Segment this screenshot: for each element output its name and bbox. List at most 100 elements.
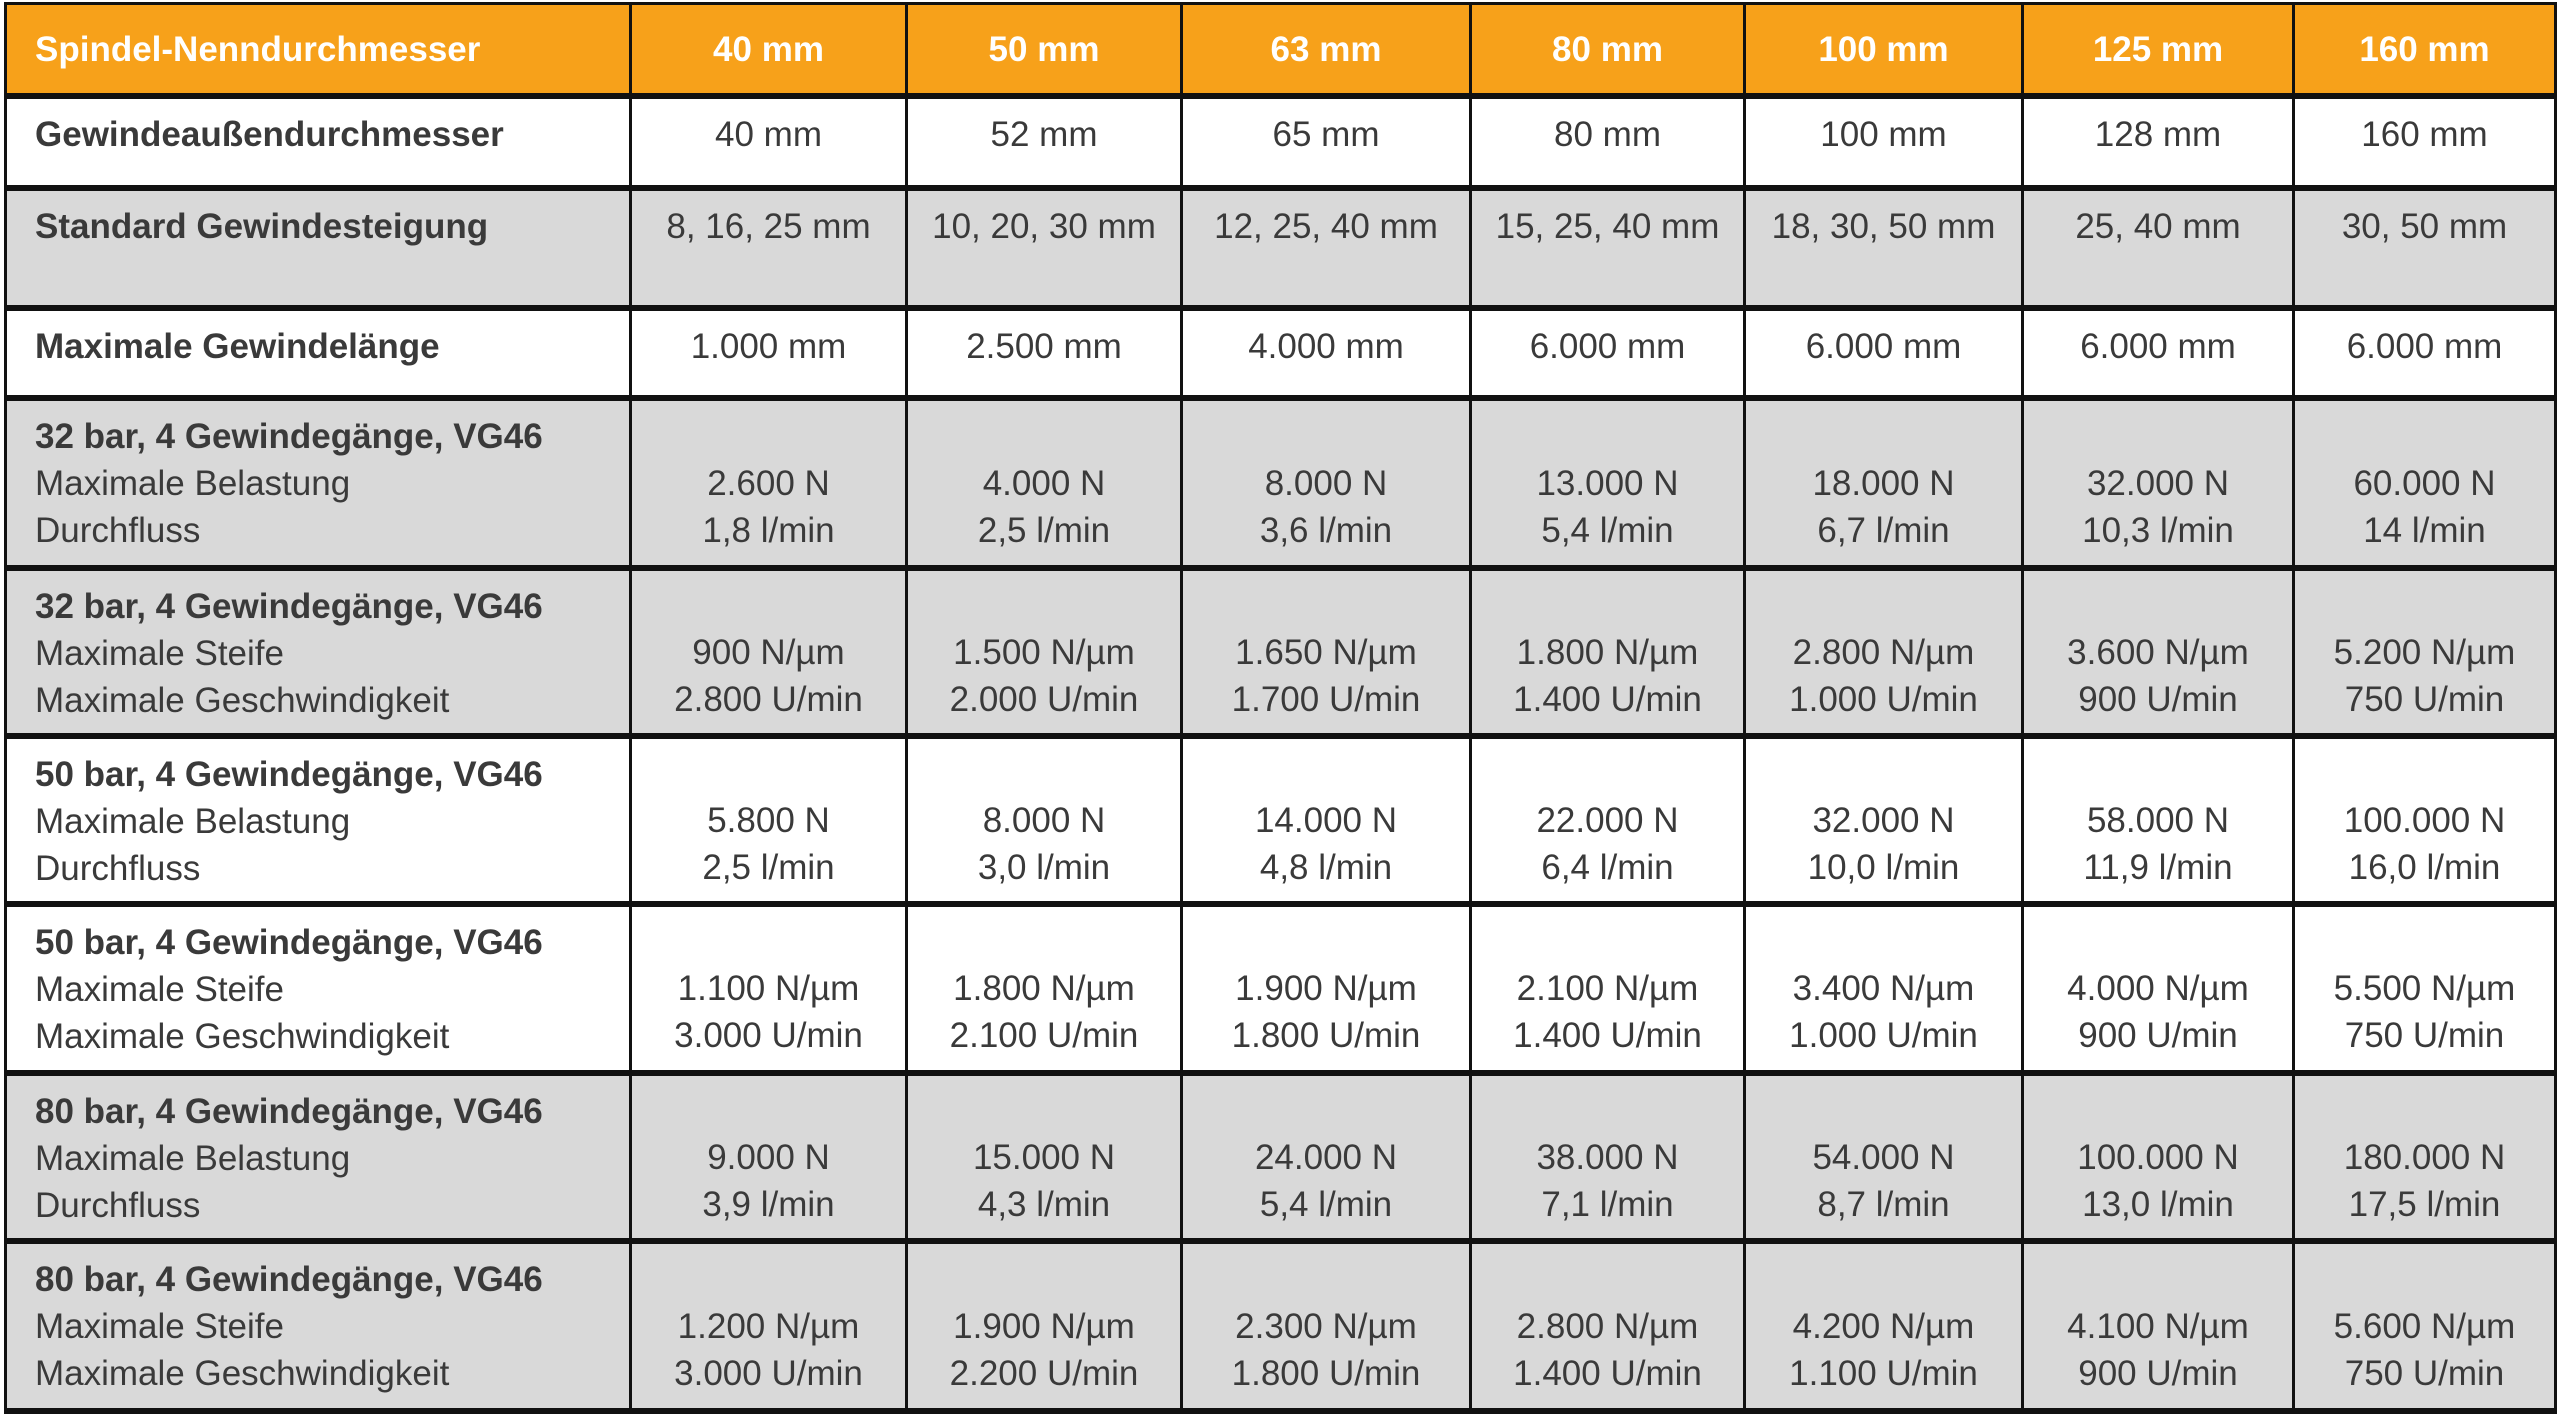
row-label: 80 bar, 4 Gewindegänge, VG46 Maximale Ste…: [4, 1239, 632, 1413]
value-cell: 100.000 N 16,0 l/min: [2292, 734, 2557, 906]
value-line: 2,5 l/min: [702, 847, 835, 887]
value-cell: 10, 20, 30 mm: [905, 186, 1183, 310]
row-title: Standard Gewindesteigung: [35, 207, 489, 246]
value-line: 2.000 U/min: [949, 679, 1139, 719]
value-cell: 1.650 N/µm 1.700 U/min: [1180, 566, 1472, 738]
value-line: 1.000 U/min: [1789, 1016, 1978, 1055]
spindle-spec-table: Spindel-Nenndurchmesser 40 mm 50 mm 63 mm 80…: [4, 2, 2557, 1414]
value-cell: 2.800 N/µm 1.400 U/min: [1469, 1239, 1746, 1413]
value-line: 60.000 N: [2353, 463, 2496, 503]
value-line: 2.600 N: [707, 463, 830, 503]
value-cell: 18.000 N 6,7 l/min: [1743, 396, 2024, 570]
row-label: Standard Gewindesteigung: [4, 186, 632, 310]
value-line: 4.000 mm: [1248, 327, 1404, 366]
value-cell: 1.800 N/µm 2.100 U/min: [905, 902, 1183, 1075]
value-cell: 32.000 N 10,0 l/min: [1743, 734, 2024, 906]
value-line: 2.800 N/µm: [1516, 1306, 1699, 1346]
value-line: 14.000 N: [1254, 800, 1398, 840]
value-line: 750 U/min: [2344, 1016, 2505, 1055]
value-line: 2.800 U/min: [674, 679, 863, 719]
table-row: Gewindeaußendurchmesser 40 mm 52 mm 65 mm 80…: [4, 94, 2557, 190]
value-line: 58.000 N: [2086, 800, 2230, 840]
value-cell: 1.200 N/µm 3.000 U/min: [629, 1239, 908, 1413]
value-line: 2.200 U/min: [949, 1353, 1139, 1393]
value-cell: 160 mm: [2292, 94, 2557, 190]
value-line: 14 l/min: [2363, 510, 2486, 550]
value-cell: 32.000 N 10,3 l/min: [2021, 396, 2295, 570]
value-line: 2.500 mm: [966, 327, 1122, 366]
value-cell: 60.000 N 14 l/min: [2292, 396, 2557, 570]
value-line: 900 U/min: [2078, 1353, 2238, 1393]
value-line: 900 U/min: [2078, 679, 2238, 719]
value-line: 6.000 mm: [1529, 327, 1686, 366]
value-line: 9.000 N: [707, 1137, 830, 1177]
value-line: 1.400 U/min: [1513, 1016, 1702, 1055]
value-line: 6,4 l/min: [1541, 847, 1674, 887]
value-line: 1.200 N/µm: [677, 1306, 860, 1346]
value-cell: 1.100 N/µm 3.000 U/min: [629, 902, 908, 1075]
value-line: 25, 40 mm: [2075, 207, 2241, 246]
table-row: 50 bar, 4 Gewindegänge, VG46 Maximale Bel…: [4, 734, 2557, 906]
table-row: 80 bar, 4 Gewindegänge, VG46 Maximale Bel…: [4, 1071, 2557, 1243]
row-title: 80 bar, 4 Gewindegänge, VG46: [35, 1092, 543, 1131]
row-label: 50 bar, 4 Gewindegänge, VG46 Maximale Ste…: [4, 902, 632, 1075]
value-cell: 15, 25, 40 mm: [1469, 186, 1746, 310]
row-sublabel: Maximale Belastung: [35, 802, 351, 841]
value-cell: 2.500 mm: [905, 306, 1183, 400]
value-line: 80 mm: [1554, 115, 1661, 154]
value-line: 1,8 l/min: [702, 510, 835, 550]
value-line: 3.600 N/µm: [2067, 632, 2249, 672]
value-cell: 1.800 N/µm 1.400 U/min: [1469, 566, 1746, 738]
value-line: 40 mm: [715, 115, 822, 154]
row-title: Gewindeaußendurchmesser: [35, 115, 504, 154]
value-cell: 8.000 N 3,0 l/min: [905, 734, 1183, 906]
header-diameter: 80 mm: [1469, 2, 1746, 98]
row-title: 50 bar, 4 Gewindegänge, VG46: [35, 923, 543, 962]
value-cell: 58.000 N 11,9 l/min: [2021, 734, 2295, 906]
value-line: 100.000 N: [2343, 800, 2506, 840]
table-row: Standard Gewindesteigung 8, 16, 25 mm 10, …: [4, 186, 2557, 310]
value-cell: 6.000 mm: [2021, 306, 2295, 400]
table-row: Maximale Gewindelänge 1.000 mm 2.500 mm 4.0…: [4, 306, 2557, 400]
value-cell: 40 mm: [629, 94, 908, 190]
value-cell: 9.000 N 3,9 l/min: [629, 1071, 908, 1243]
value-cell: 14.000 N 4,8 l/min: [1180, 734, 1472, 906]
value-line: 5.800 N: [707, 800, 830, 840]
value-cell: 5.500 N/µm 750 U/min: [2292, 902, 2557, 1075]
value-cell: 2.600 N 1,8 l/min: [629, 396, 908, 570]
value-line: 4,8 l/min: [1259, 847, 1393, 887]
row-title: Maximale Gewindelänge: [35, 327, 440, 366]
value-cell: 3.400 N/µm 1.000 U/min: [1743, 902, 2024, 1075]
value-cell: 2.100 N/µm 1.400 U/min: [1469, 902, 1746, 1075]
value-cell: 18, 30, 50 mm: [1743, 186, 2024, 310]
value-line: 1.900 N/µm: [953, 1306, 1135, 1346]
value-line: 65 mm: [1272, 115, 1380, 154]
value-line: 6.000 mm: [2346, 327, 2503, 366]
value-cell: 900 N/µm 2.800 U/min: [629, 566, 908, 738]
value-cell: 180.000 N 17,5 l/min: [2292, 1071, 2557, 1243]
value-cell: 4.200 N/µm 1.100 U/min: [1743, 1239, 2024, 1413]
row-sublabel: Maximale Belastung: [35, 1139, 351, 1178]
value-cell: 52 mm: [905, 94, 1183, 190]
value-line: 128 mm: [2094, 115, 2222, 154]
value-line: 3,0 l/min: [977, 847, 1111, 887]
value-line: 8.000 N: [982, 800, 1106, 840]
value-line: 1.100 U/min: [1789, 1353, 1978, 1393]
value-cell: 128 mm: [2021, 94, 2295, 190]
value-line: 3.000 U/min: [674, 1353, 863, 1393]
value-line: 13.000 N: [1536, 463, 1679, 503]
value-line: 5,4 l/min: [1259, 1184, 1393, 1224]
row-label: 50 bar, 4 Gewindegänge, VG46 Maximale Bel…: [4, 734, 632, 906]
row-sublabel: Maximale Geschwindigkeit: [35, 681, 450, 720]
value-line: 4.000 N: [982, 463, 1106, 503]
row-sublabel: Durchfluss: [35, 849, 201, 888]
value-cell: 2.300 N/µm 1.800 U/min: [1180, 1239, 1472, 1413]
value-line: 22.000 N: [1536, 800, 1679, 840]
row-sublabel: Maximale Geschwindigkeit: [35, 1354, 450, 1393]
row-sublabel: Maximale Geschwindigkeit: [35, 1017, 450, 1056]
row-sublabel: Maximale Steife: [35, 634, 284, 673]
value-line: 8, 16, 25 mm: [666, 207, 871, 246]
value-line: 4.200 N/µm: [1792, 1306, 1975, 1346]
value-line: 900 N/µm: [692, 632, 845, 672]
value-line: 7,1 l/min: [1541, 1184, 1674, 1224]
